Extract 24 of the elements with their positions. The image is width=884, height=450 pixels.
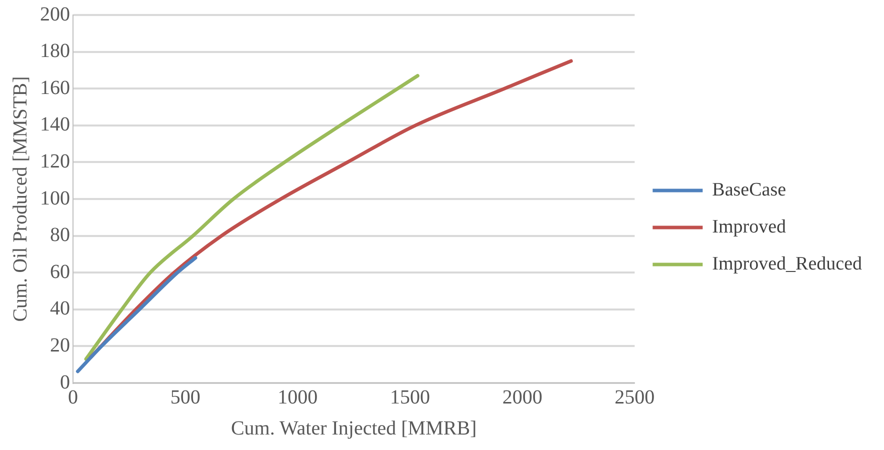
y-tick-label: 0 — [60, 371, 70, 394]
y-tick-label: 40 — [50, 298, 70, 320]
legend-label: Improved_Reduced — [712, 253, 862, 274]
x-tick-label: 1500 — [390, 386, 430, 408]
y-tick-label: 120 — [40, 150, 70, 172]
line-series — [84, 74, 420, 361]
x-axis-title: Cum. Water Injected [MMRB] — [230, 417, 477, 440]
legend-label: Improved — [712, 216, 787, 238]
line-series — [89, 59, 573, 359]
x-tick-label: 500 — [170, 386, 200, 408]
y-tick-label: 200 — [40, 3, 70, 26]
x-tick-label: 2500 — [614, 386, 655, 408]
line-series — [76, 256, 198, 374]
x-tick-label: 1000 — [278, 386, 318, 408]
y-tick-label: 20 — [50, 334, 70, 356]
y-tick-label: 180 — [40, 40, 70, 62]
y-tick-label: 80 — [50, 224, 70, 246]
y-tick-label: 60 — [50, 260, 70, 283]
y-axis-title: Cum. Oil Produced [MMSTB] — [9, 76, 32, 322]
y-tick-label: 140 — [40, 114, 70, 136]
x-tick-label: 2000 — [502, 386, 542, 408]
y-tick-label: 160 — [40, 76, 70, 99]
legend-label: BaseCase — [712, 179, 786, 200]
y-tick-label: 100 — [40, 187, 70, 210]
